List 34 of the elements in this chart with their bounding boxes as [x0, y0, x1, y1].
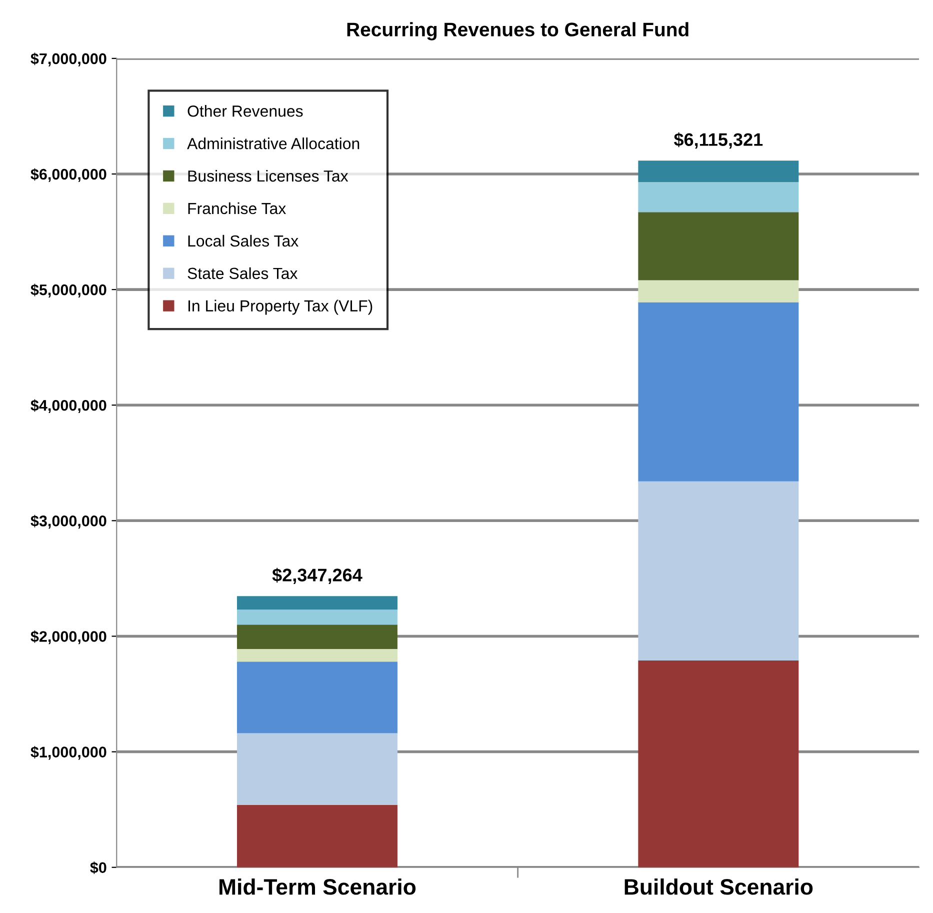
x-tick-label: Buildout Scenario [624, 878, 813, 895]
chart-title: Recurring Revenues to General Fund [347, 22, 688, 40]
y-tick-label: $7,000,000 [30, 52, 106, 66]
y-tick-label: $4,000,000 [30, 399, 106, 414]
y-tick-label: $5,000,000 [30, 284, 106, 298]
legend-label: Local Sales Tax [188, 234, 298, 247]
bar [638, 160, 799, 182]
bar [638, 212, 799, 280]
total-label: $6,115,321 [674, 132, 763, 149]
total-label: $2,347,264 [272, 568, 362, 584]
y-tick-label: $2,000,000 [30, 630, 106, 644]
bar [236, 610, 398, 625]
bar [638, 302, 799, 482]
legend-label: In Lieu Property Tax (VLF) [188, 300, 372, 315]
y-tick-label: $6,000,000 [30, 168, 106, 182]
bar [236, 733, 398, 805]
y-tick-label: $1,000,000 [30, 746, 106, 760]
bar [236, 596, 398, 610]
y-tick-label: $0 [90, 862, 106, 874]
legend-label: Administrative Allocation [187, 138, 360, 150]
bar [236, 648, 398, 662]
y-tick-label: $3,000,000 [30, 514, 106, 529]
legend-label: Other Revenues [188, 105, 303, 117]
bar [638, 481, 799, 660]
legend-label: Franchise Tax [188, 202, 286, 214]
bar [236, 624, 398, 649]
bar [638, 280, 799, 302]
bar [236, 662, 398, 734]
bar [638, 182, 799, 212]
legend-label: State Sales Tax [188, 267, 298, 280]
bar [236, 804, 398, 868]
bar [638, 660, 799, 868]
x-tick-label: Mid-Term Scenario [220, 878, 416, 895]
legend-label: Business Licenses Tax [188, 170, 348, 182]
